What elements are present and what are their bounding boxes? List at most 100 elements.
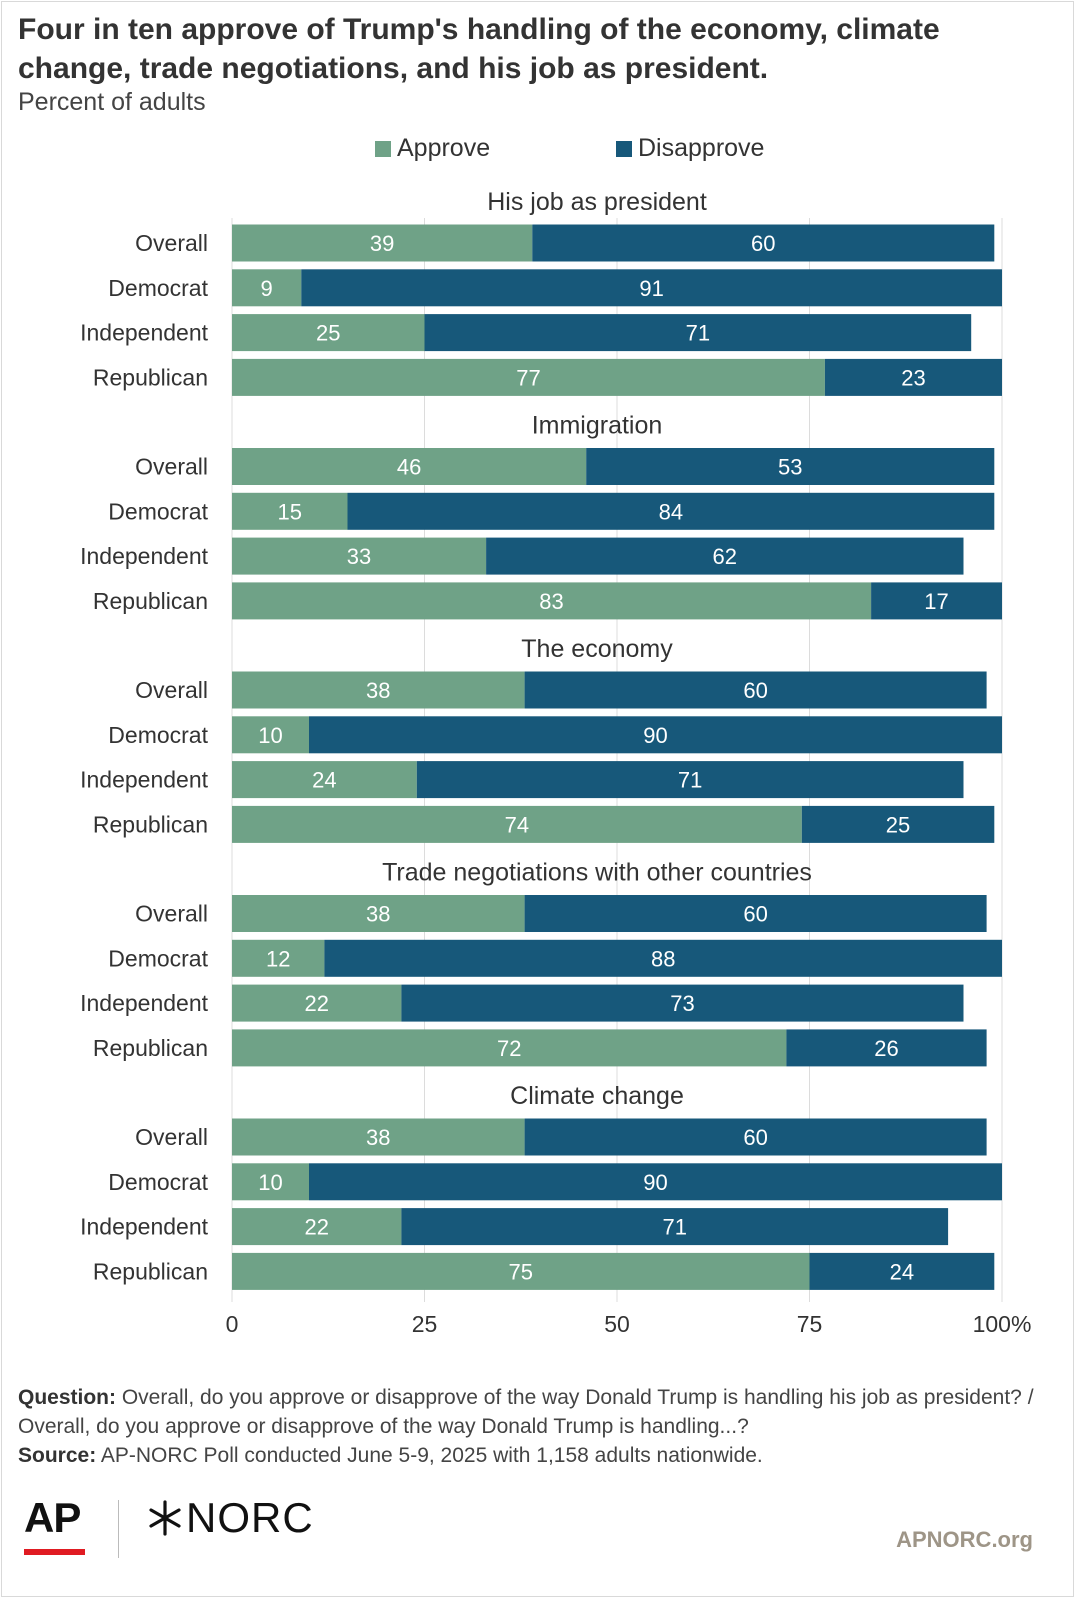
row-label: Democrat <box>108 722 208 748</box>
bar-disapprove <box>824 358 1002 396</box>
data-label-approve: 38 <box>366 678 390 703</box>
data-label-approve: 24 <box>312 768 336 793</box>
bar-approve <box>232 269 302 307</box>
row-label: Democrat <box>108 498 208 524</box>
bar-approve <box>232 358 825 396</box>
legend-label-disapprove: Disapprove <box>638 134 765 162</box>
row-label: Overall <box>135 901 208 927</box>
group-title: Climate change <box>510 1082 684 1110</box>
row-label: Democrat <box>108 945 208 971</box>
bar-disapprove <box>809 1252 995 1290</box>
legend-item-approve: Approve <box>375 134 490 163</box>
bar-approve <box>232 224 533 262</box>
data-label-disapprove: 91 <box>639 276 663 301</box>
data-label-disapprove: 62 <box>713 544 737 569</box>
legend-item-disapprove: Disapprove <box>616 134 764 163</box>
row-label: Independent <box>80 320 209 346</box>
x-tick-label: 50 <box>604 1311 630 1337</box>
row-label: Overall <box>135 230 208 256</box>
data-label-approve: 10 <box>258 1170 282 1195</box>
bar-disapprove <box>486 537 964 575</box>
data-label-disapprove: 26 <box>874 1036 898 1061</box>
data-label-approve: 75 <box>509 1259 533 1284</box>
norc-star-icon <box>149 1500 181 1536</box>
data-label-approve: 10 <box>258 723 282 748</box>
legend-swatch-disapprove <box>616 140 632 157</box>
question-label: Question: <box>18 1386 116 1409</box>
data-label-disapprove: 71 <box>686 321 710 346</box>
data-label-disapprove: 84 <box>659 499 683 524</box>
row-label: Republican <box>93 811 208 837</box>
row-label: Republican <box>93 364 208 390</box>
bar-approve <box>232 671 525 709</box>
stacked-bar-chart: 0 25 50 75 100% His job as president Overall 39… <box>80 188 1032 1337</box>
data-label-disapprove: 73 <box>670 991 694 1016</box>
ap-logo-underline <box>24 1549 85 1555</box>
row-label: Democrat <box>108 275 208 301</box>
legend-swatch-approve <box>375 140 391 157</box>
x-tick-label: 100% <box>973 1311 1032 1337</box>
data-label-approve: 74 <box>505 812 529 837</box>
group-title: Trade negotiations with other countries <box>382 859 812 887</box>
data-label-approve: 22 <box>304 991 328 1016</box>
data-label-disapprove: 23 <box>901 365 925 390</box>
x-tick-label: 25 <box>412 1311 438 1337</box>
footer-notes: Question: Overall, do you approve or dis… <box>18 1383 1058 1470</box>
data-label-disapprove: 24 <box>890 1259 914 1284</box>
bar-approve <box>232 582 872 620</box>
question-text: Overall, do you approve or disapprove of… <box>18 1386 1034 1438</box>
data-label-disapprove: 60 <box>743 678 767 703</box>
chart-title: Four in ten approve of Trump's handling … <box>18 13 940 85</box>
data-label-approve: 22 <box>304 1215 328 1240</box>
row-label: Overall <box>135 454 208 480</box>
data-label-disapprove: 60 <box>743 902 767 927</box>
data-label-approve: 33 <box>347 544 371 569</box>
data-label-approve: 72 <box>497 1036 521 1061</box>
logo-divider <box>118 1500 119 1558</box>
bar-disapprove <box>416 761 964 799</box>
row-label: Independent <box>80 543 209 569</box>
bar-disapprove <box>532 224 995 262</box>
bar-disapprove <box>401 984 964 1022</box>
bar-approve <box>232 1118 525 1156</box>
data-label-approve: 46 <box>397 455 421 480</box>
data-label-approve: 9 <box>261 276 273 301</box>
bar-approve <box>232 537 487 575</box>
bar-approve <box>232 716 309 754</box>
bar-disapprove <box>309 1163 1002 1201</box>
data-label-approve: 38 <box>366 902 390 927</box>
data-label-approve: 15 <box>278 499 302 524</box>
row-label: Independent <box>80 767 209 793</box>
data-label-disapprove: 71 <box>678 768 702 793</box>
row-label: Republican <box>93 1035 208 1061</box>
bar-disapprove <box>786 1029 987 1067</box>
bar-disapprove <box>586 448 995 485</box>
bar-disapprove <box>347 492 995 530</box>
group-title: His job as president <box>487 188 707 216</box>
x-tick-label: 75 <box>797 1311 823 1337</box>
row-label: Republican <box>93 1258 208 1284</box>
source-note: Source: AP-NORC Poll conducted June 5-9,… <box>18 1441 1058 1470</box>
norc-logo-text: NORC <box>186 1494 314 1541</box>
chart-subtitle: Percent of adults <box>18 88 206 116</box>
bar-disapprove <box>401 1208 949 1246</box>
bar-approve <box>232 1163 309 1201</box>
bar-disapprove <box>324 939 1002 977</box>
bar-disapprove <box>871 582 1002 620</box>
bar-disapprove <box>801 805 995 843</box>
bar-approve <box>232 761 417 799</box>
bar-disapprove <box>301 269 1002 307</box>
data-label-disapprove: 90 <box>643 723 667 748</box>
bar-approve <box>232 314 425 352</box>
legend: Approve Disapprove <box>0 134 1077 170</box>
bar-disapprove <box>424 314 972 352</box>
data-label-disapprove: 17 <box>924 589 948 614</box>
data-label-approve: 12 <box>266 946 290 971</box>
bar-disapprove <box>309 716 1002 754</box>
row-label: Overall <box>135 1124 208 1150</box>
bar-approve <box>232 1208 402 1246</box>
question-note: Question: Overall, do you approve or dis… <box>18 1383 1058 1441</box>
x-tick-label: 0 <box>226 1311 239 1337</box>
bar-disapprove <box>524 1118 987 1156</box>
row-label: Republican <box>93 588 208 614</box>
